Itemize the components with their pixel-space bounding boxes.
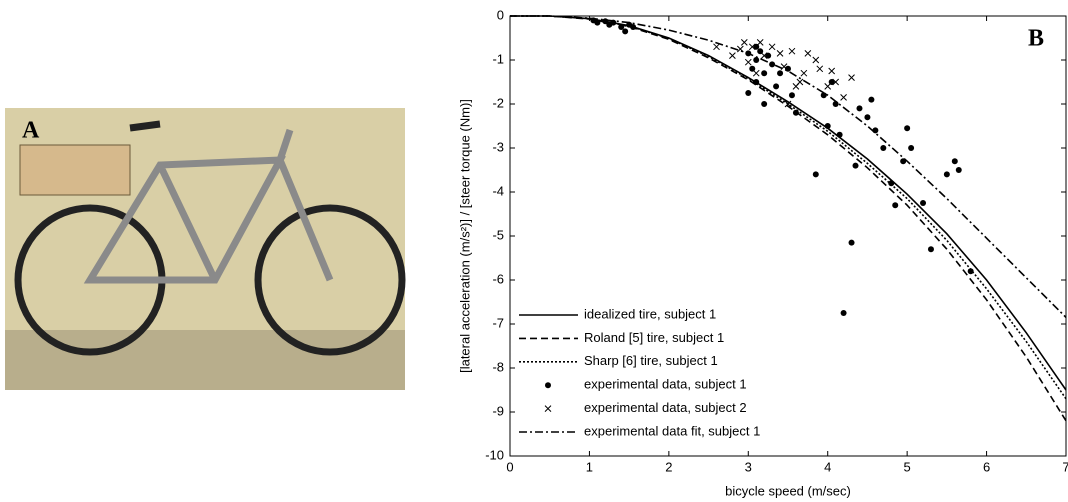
point [594,19,601,26]
y-tick-label: -5 [492,227,504,242]
legend-label: Roland [5] tire, subject 1 [584,330,724,345]
point [868,96,875,103]
point [856,105,863,112]
legend-label: experimental data fit, subject 1 [584,423,760,438]
point [792,109,799,116]
point [792,83,800,90]
point [880,145,887,151]
point [768,43,776,51]
point [753,79,760,85]
legend-swatch [544,405,552,412]
point [630,24,637,30]
point [908,145,915,151]
legend-swatch [545,382,551,389]
point [761,70,768,77]
point [748,43,756,51]
point [788,92,795,99]
point [618,24,625,30]
point [752,69,760,77]
point [951,158,958,165]
point [848,239,855,246]
x-tick-label: 7 [1062,459,1068,474]
point [744,58,752,66]
y-tick-label: -2 [492,95,504,110]
point [761,101,768,107]
point [784,100,792,108]
x-tick-label: 2 [665,459,672,474]
point [888,180,895,187]
point [776,50,784,57]
line [510,15,1067,318]
y-tick-label: 0 [497,7,504,22]
point [820,92,827,99]
photo-frame [83,128,334,284]
y-tick-label: -4 [492,183,504,198]
y-tick-label: -9 [492,403,504,418]
legend-label: experimental data, subject 2 [584,400,747,415]
point [828,67,836,75]
point [943,171,950,178]
y-axis-label: [lateral acceleration (m/s²)] / [steer t… [457,99,472,373]
point [892,202,899,209]
point [804,50,812,57]
point [836,131,843,138]
point [852,162,859,169]
x-tick-label: 4 [824,459,831,474]
point [773,83,780,90]
point [832,78,840,86]
point [816,65,824,73]
point [740,39,748,46]
panel-label: B [1028,26,1044,52]
photo-wheel [254,204,406,356]
point [745,90,752,96]
photo-a: A [5,108,406,390]
point [713,43,720,51]
x-axis-label: bicycle speed (m/sec) [725,483,851,498]
point [904,125,911,132]
x-tick-label: 5 [904,459,911,474]
point [840,94,847,101]
photo-seat [129,120,161,132]
point [788,47,796,55]
y-tick-label: -8 [492,359,504,374]
point [800,69,808,77]
y-tick-label: -7 [492,315,504,330]
legend-label: Sharp [6] tire, subject 1 [584,353,718,368]
point [765,52,772,59]
point [760,52,768,59]
point [927,246,934,253]
y-tick-label: -3 [492,139,504,154]
point [777,70,784,77]
photo-floor [5,330,405,390]
point [920,200,927,206]
point [864,114,871,121]
legend-label: idealized tire, subject 1 [584,306,716,321]
x-tick-label: 0 [506,459,513,474]
x-tick-label: 3 [745,459,752,474]
point [848,74,855,81]
y-tick-label: -10 [485,447,504,462]
point [824,83,832,90]
y-tick-label: -6 [492,271,504,286]
panel-label: A [22,118,40,144]
point [812,171,819,178]
point [622,28,629,35]
x-tick-label: 1 [586,459,593,474]
point [753,57,760,63]
point [832,101,839,107]
point [840,310,847,316]
point [955,167,962,173]
point [967,268,974,275]
x-tick-label: 6 [983,459,990,474]
point [812,56,820,64]
point [824,123,831,129]
photo-box [19,144,131,196]
point [756,39,764,46]
legend-label: experimental data, subject 1 [584,377,747,392]
y-tick-label: -1 [492,51,504,66]
point [729,52,736,59]
